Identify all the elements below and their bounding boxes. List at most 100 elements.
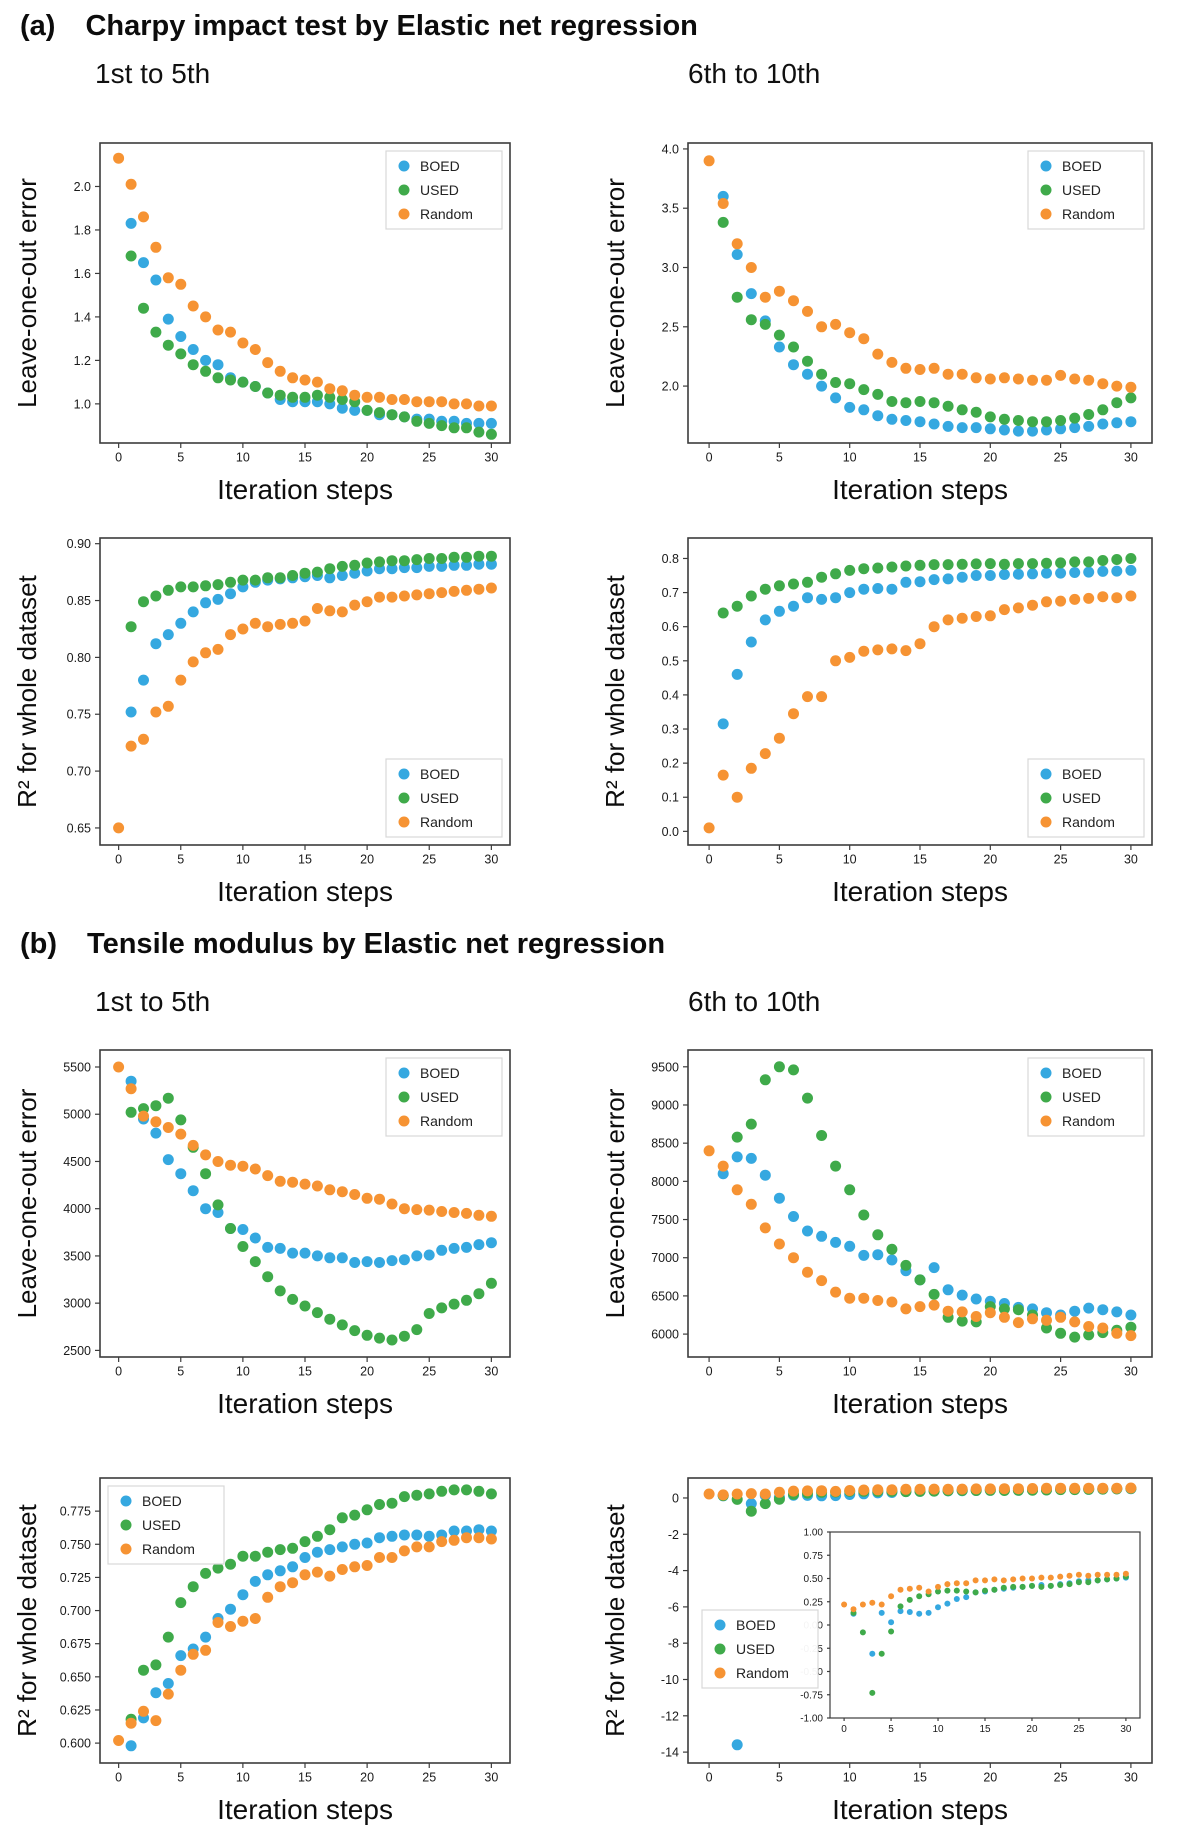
legend: BOED USED Random <box>1027 150 1145 230</box>
svg-text:2.5: 2.5 <box>662 320 679 334</box>
svg-text:0.700: 0.700 <box>60 1604 91 1618</box>
svg-text:5: 5 <box>177 451 184 465</box>
legend-item-used: USED <box>120 1517 181 1533</box>
svg-text:4000: 4000 <box>63 1202 91 1216</box>
svg-text:1.6: 1.6 <box>74 267 91 281</box>
legend-marker-boed <box>1040 1067 1052 1079</box>
svg-text:15: 15 <box>913 451 927 465</box>
x-axis-label: Iteration steps <box>832 1388 1008 1419</box>
legend-item-boed: BOED <box>714 1617 776 1633</box>
svg-text:10: 10 <box>843 1365 857 1379</box>
svg-text:10: 10 <box>236 451 250 465</box>
legend-marker-random <box>120 1543 132 1555</box>
legend-marker-random <box>398 208 410 220</box>
legend-marker-boed <box>1040 768 1052 780</box>
legend-marker-random <box>398 1115 410 1127</box>
svg-text:8000: 8000 <box>651 1175 679 1189</box>
svg-text:20: 20 <box>360 1365 374 1379</box>
tick-labels: 0 -2 -4 -6 -8 -10 -12 -14 0 5 10 15 20 25 30 <box>661 1491 1138 1784</box>
x-axis-label: Iteration steps <box>832 474 1008 505</box>
legend-label: BOED <box>420 766 460 782</box>
svg-text:5: 5 <box>776 451 783 465</box>
legend-item-boed: BOED <box>398 158 460 174</box>
legend-item-used: USED <box>398 790 459 806</box>
section-b-label: (b) <box>20 928 58 960</box>
series-random <box>113 1061 497 1222</box>
legend-marker-random <box>714 1667 726 1679</box>
y-axis-label: Leave-one-out error <box>12 178 42 408</box>
legend-marker-random <box>1040 816 1052 828</box>
legend-marker-random <box>398 816 410 828</box>
series-used <box>731 1061 1137 1343</box>
legend-marker-used <box>398 792 410 804</box>
svg-text:10: 10 <box>843 1771 857 1785</box>
chart-svg-a2: 2.0 2.5 3.0 3.5 4.0 0 5 10 15 20 25 30 Leave-one-out… <box>600 142 1153 505</box>
chart-svg-b2: 6000 6500 7000 7500 8000 8500 9000 9500 0 5 10 15 20… <box>600 1049 1153 1419</box>
legend-label: USED <box>1062 790 1101 806</box>
legend-label: BOED <box>420 1065 460 1081</box>
svg-text:0: 0 <box>115 1771 122 1785</box>
svg-text:2500: 2500 <box>63 1344 91 1358</box>
svg-text:-6: -6 <box>668 1600 679 1614</box>
tick-labels: 0.600 0.625 0.650 0.675 0.700 0.725 0.750 0.775… <box>60 1505 499 1785</box>
legend-marker-boed <box>120 1495 132 1507</box>
legend-marker-used <box>1040 1091 1052 1103</box>
legend-item-random: Random <box>398 206 473 222</box>
series-used <box>125 1484 497 1725</box>
svg-text:3.0: 3.0 <box>662 261 679 275</box>
svg-text:0.775: 0.775 <box>60 1505 91 1519</box>
series-used <box>717 553 1137 619</box>
svg-text:3.5: 3.5 <box>662 202 679 216</box>
legend-item-used: USED <box>1040 1089 1101 1105</box>
chart-tensile-loo-1st-5th: 2500 3000 3500 4000 4500 5000 5500 0 5 10 15 20 25 30… <box>0 1040 600 1460</box>
svg-text:0.80: 0.80 <box>67 651 91 665</box>
svg-text:1.0: 1.0 <box>74 397 91 411</box>
svg-text:0.3: 0.3 <box>662 723 679 737</box>
x-axis-label: Iteration steps <box>217 876 393 907</box>
legend-marker-used <box>120 1519 132 1531</box>
svg-text:15: 15 <box>298 1365 312 1379</box>
svg-text:0: 0 <box>115 451 122 465</box>
svg-text:-10: -10 <box>661 1673 679 1687</box>
svg-text:25: 25 <box>1054 853 1068 867</box>
tick-marks <box>95 185 492 448</box>
svg-text:5: 5 <box>776 1771 783 1785</box>
tick-labels: 1.0 1.2 1.4 1.6 1.8 2.0 0 5 10 15 20 25 30 <box>74 180 499 465</box>
x-axis-label: Iteration steps <box>832 1794 1008 1825</box>
svg-text:30: 30 <box>1124 1771 1138 1785</box>
svg-text:10: 10 <box>236 1771 250 1785</box>
legend-label: USED <box>736 1641 775 1657</box>
svg-text:25: 25 <box>1073 1724 1085 1735</box>
legend-marker-random <box>1040 208 1052 220</box>
tick-marks <box>95 1066 492 1362</box>
svg-text:10: 10 <box>236 853 250 867</box>
chart-svg-a4: 0.0 0.1 0.2 0.3 0.4 0.5 0.6 0.7 0.8 0 5 10 15 20 25 30 R… <box>600 537 1153 907</box>
svg-text:25: 25 <box>1054 1365 1068 1379</box>
legend-label: USED <box>1062 182 1101 198</box>
svg-text:20: 20 <box>983 853 997 867</box>
svg-text:30: 30 <box>484 451 498 465</box>
series-random <box>841 1570 1129 1613</box>
legend-label: Random <box>420 814 473 830</box>
svg-text:30: 30 <box>484 1365 498 1379</box>
series-random <box>703 155 1137 393</box>
svg-text:25: 25 <box>422 853 436 867</box>
legend-marker-used <box>398 184 410 196</box>
legend-label: BOED <box>420 158 460 174</box>
svg-text:1.8: 1.8 <box>74 223 91 237</box>
svg-text:5: 5 <box>177 1365 184 1379</box>
svg-text:-1.00: -1.00 <box>800 1714 823 1725</box>
svg-text:1.00: 1.00 <box>804 1528 824 1539</box>
legend-marker-boed <box>1040 160 1052 172</box>
svg-text:0: 0 <box>841 1724 847 1735</box>
svg-text:0.50: 0.50 <box>804 1574 824 1585</box>
legend: BOED USED Random <box>385 1057 503 1137</box>
tick-labels: 0.65 0.70 0.75 0.80 0.85 0.90 0 5 10 15 20 25 30 <box>67 537 499 866</box>
legend-marker-random <box>1040 1115 1052 1127</box>
tick-marks <box>683 1497 1132 1768</box>
chart-svg-b4: 0 -2 -4 -6 -8 -10 -12 -14 0 5 10 15 20 25 30 R² for who… <box>600 1477 1153 1825</box>
svg-text:0: 0 <box>706 1771 713 1785</box>
svg-text:10: 10 <box>843 451 857 465</box>
svg-text:20: 20 <box>360 853 374 867</box>
